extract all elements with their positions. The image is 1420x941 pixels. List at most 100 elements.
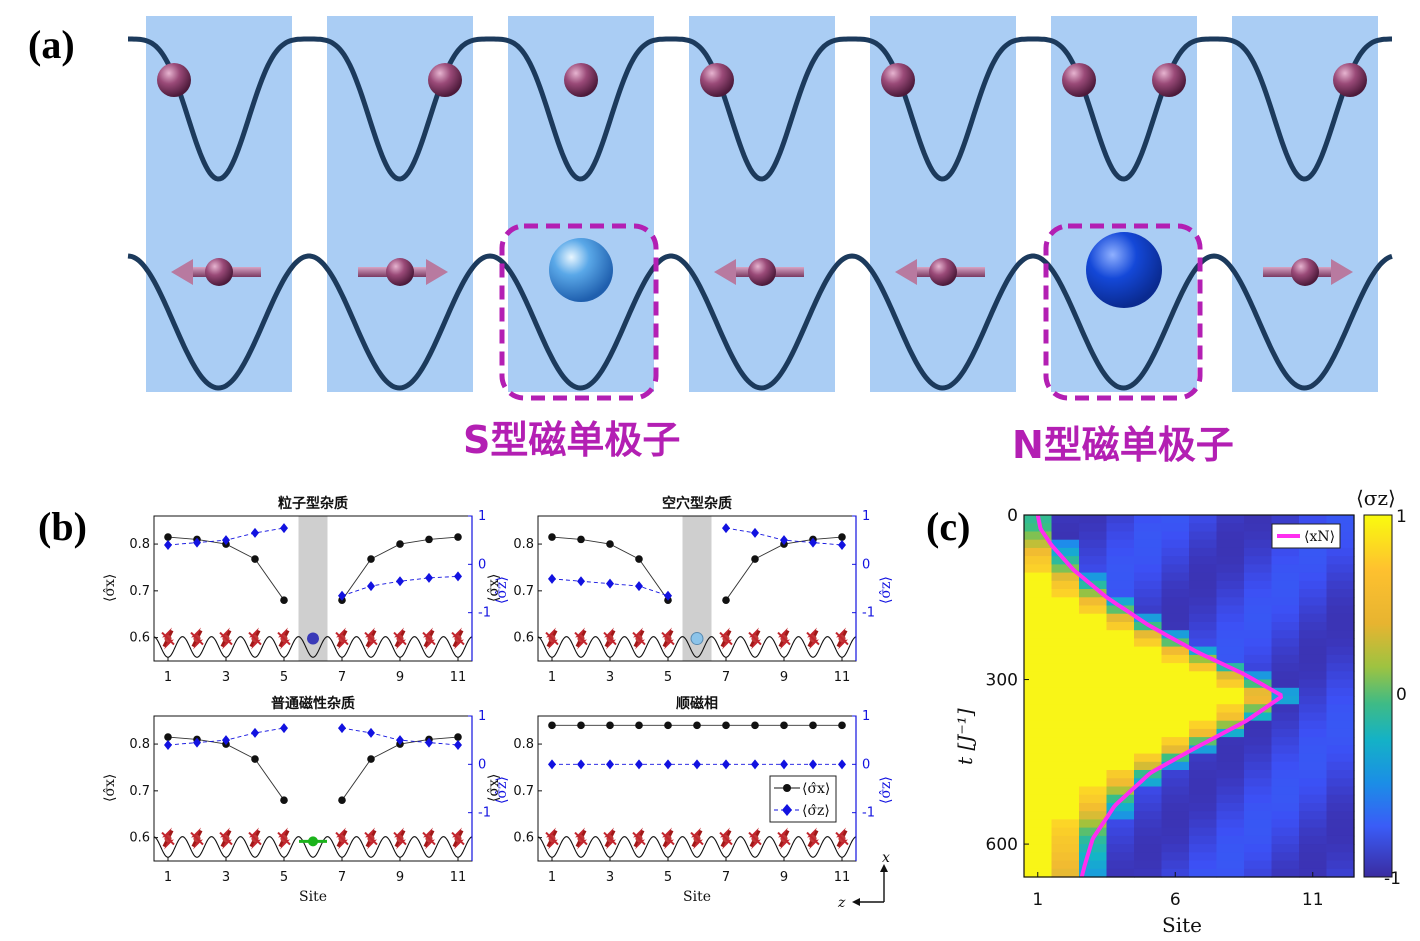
heat-cell	[1216, 654, 1245, 664]
spin-icon	[451, 627, 465, 650]
heat-cell	[1106, 827, 1135, 837]
s-monopole	[549, 238, 613, 302]
heat-cell	[1244, 753, 1273, 763]
heat-cell	[1189, 745, 1218, 755]
sz-point	[780, 535, 788, 546]
heat-cell	[1161, 827, 1190, 837]
heat-cell	[1134, 523, 1163, 532]
heat-cell	[1244, 564, 1273, 574]
heat-cell	[1134, 827, 1163, 837]
heat-cell	[1271, 589, 1300, 598]
heat-cell	[1079, 753, 1108, 763]
heat-cell	[1299, 720, 1328, 730]
heat-cell	[1244, 827, 1273, 837]
sz-point	[251, 527, 259, 538]
heat-cell	[1244, 844, 1273, 853]
heat-cell	[1024, 580, 1053, 590]
heat-cell	[1079, 844, 1108, 853]
heat-cell	[1326, 531, 1355, 541]
heat-cell	[1134, 646, 1163, 656]
spin-ball	[929, 258, 957, 286]
heat-cell	[1189, 786, 1218, 796]
heat-cell	[1051, 539, 1080, 549]
sx-point	[577, 721, 585, 730]
heat-cell	[1161, 811, 1190, 820]
heat-cell	[1161, 646, 1190, 656]
heat-cell	[1161, 515, 1190, 524]
panel-c-label: (c)	[926, 504, 970, 549]
sz-point	[280, 523, 288, 534]
heat-cell	[1134, 753, 1163, 763]
heat-cell	[1134, 638, 1163, 648]
y-axis-label: ⟨σ̂x⟩	[486, 774, 502, 802]
heat-cell	[1161, 556, 1190, 565]
heat-cell	[1216, 613, 1245, 623]
heat-cell	[1134, 663, 1163, 672]
y2-tick-label: -1	[478, 806, 491, 821]
colorbar-tick-bottom: -1	[1384, 869, 1401, 889]
heat-cell	[1299, 835, 1328, 845]
heat-cell	[1244, 646, 1273, 656]
spin-icon	[777, 627, 791, 650]
heat-cell	[1079, 778, 1108, 788]
heat-cell	[1326, 844, 1355, 853]
heat-cell	[1106, 630, 1135, 639]
heat-cell	[1189, 671, 1218, 681]
heat-cell	[1216, 539, 1245, 549]
heat-cell	[1216, 819, 1245, 829]
x-tick-label: 1	[548, 670, 556, 685]
heat-cell	[1271, 827, 1300, 837]
heat-cell	[1326, 753, 1355, 763]
heat-cell	[1051, 745, 1080, 755]
sz-point	[396, 735, 404, 746]
heat-cell	[1134, 531, 1163, 541]
heat-cell	[1326, 679, 1355, 689]
spin-icon	[161, 827, 175, 850]
x-tick-label: 1	[548, 870, 556, 885]
heat-cell	[1189, 539, 1218, 549]
heat-cell	[1326, 811, 1355, 820]
legend-sx-label: ⟨σ̂x⟩	[802, 781, 830, 797]
heat-cell	[1106, 663, 1135, 672]
heat-cell	[1134, 811, 1163, 820]
heat-cell	[1079, 786, 1108, 796]
heat-cell	[1161, 852, 1190, 862]
heat-cell	[1299, 515, 1328, 524]
spin-icon	[335, 827, 349, 850]
heat-cell	[1079, 589, 1108, 598]
heat-cell	[1106, 671, 1135, 681]
heat-cell	[1271, 745, 1300, 755]
heat-cell	[1271, 778, 1300, 788]
heat-cell	[1299, 564, 1328, 574]
sz-point	[577, 576, 585, 587]
heat-cell	[1051, 868, 1080, 878]
heat-cell	[1161, 712, 1190, 722]
s-monopole-box	[499, 223, 659, 401]
x-tick-label: 7	[338, 870, 346, 885]
heat-cell	[1271, 753, 1300, 763]
heat-cell	[1051, 687, 1080, 697]
heat-cell	[1216, 580, 1245, 590]
x-tick-label: 3	[606, 670, 614, 685]
heat-cell	[1271, 564, 1300, 574]
n-monopole-label: N型磁单极子	[1012, 423, 1234, 467]
heat-cell	[1244, 515, 1273, 524]
heat-cell	[1189, 589, 1218, 598]
heat-cell	[1189, 844, 1218, 853]
heat-cell	[1216, 827, 1245, 837]
heat-cell	[1189, 564, 1218, 574]
heat-cell	[1106, 687, 1135, 697]
heat-cell	[1024, 556, 1053, 565]
sx-point	[548, 721, 556, 730]
heat-cell	[1326, 597, 1355, 607]
heat-cell	[1326, 622, 1355, 631]
heat-cell	[1189, 597, 1218, 607]
y-tick-label: 0.6	[513, 631, 534, 646]
x-tick-label: 1	[164, 670, 172, 685]
spin-icon	[632, 627, 646, 650]
frame-x-label: x	[882, 850, 890, 866]
y-tick-label: 0.8	[513, 537, 534, 552]
heat-cell	[1134, 819, 1163, 829]
